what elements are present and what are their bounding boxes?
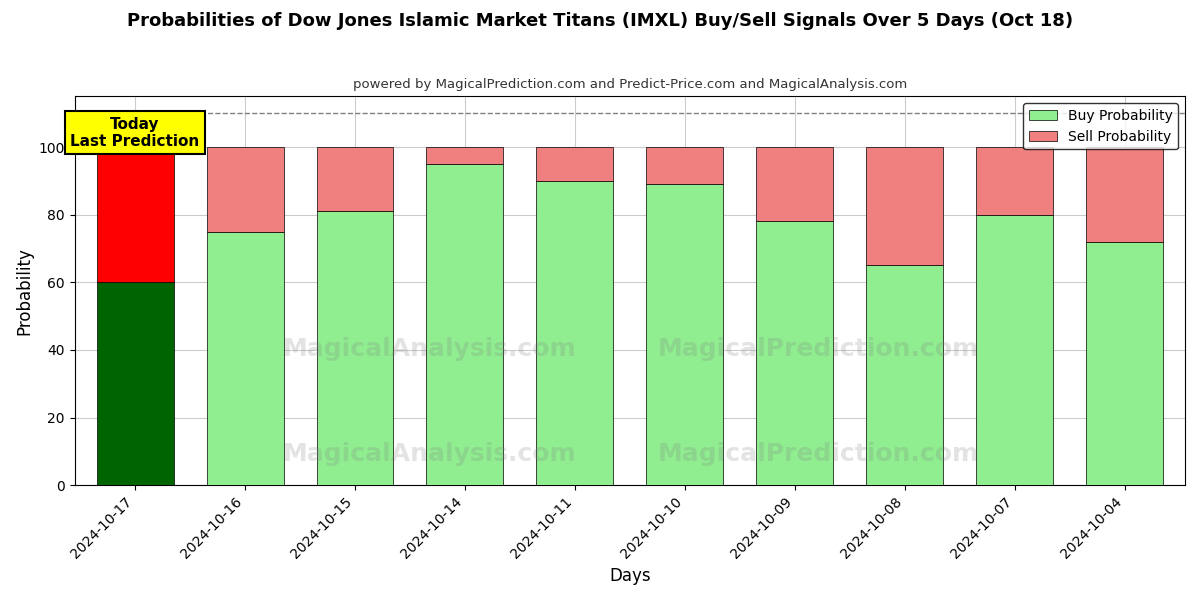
Bar — [866, 265, 943, 485]
Bar — [317, 211, 394, 485]
Bar — [536, 181, 613, 485]
Bar — [426, 147, 504, 164]
Bar — [756, 221, 833, 485]
Text: MagicalPrediction.com: MagicalPrediction.com — [658, 442, 979, 466]
Bar — [866, 147, 943, 265]
Text: Probabilities of Dow Jones Islamic Market Titans (IMXL) Buy/Sell Signals Over 5 : Probabilities of Dow Jones Islamic Marke… — [127, 12, 1073, 30]
Bar — [536, 147, 613, 181]
X-axis label: Days: Days — [610, 567, 650, 585]
Bar — [97, 147, 174, 282]
Bar — [976, 215, 1054, 485]
Bar — [1086, 147, 1163, 242]
Text: MagicalPrediction.com: MagicalPrediction.com — [658, 337, 979, 361]
Bar — [976, 147, 1054, 215]
Bar — [97, 282, 174, 485]
Bar — [1086, 242, 1163, 485]
Bar — [206, 147, 283, 232]
Y-axis label: Probability: Probability — [16, 247, 34, 335]
Bar — [317, 147, 394, 211]
Bar — [426, 164, 504, 485]
Bar — [206, 232, 283, 485]
Text: MagicalAnalysis.com: MagicalAnalysis.com — [283, 337, 577, 361]
Title: powered by MagicalPrediction.com and Predict-Price.com and MagicalAnalysis.com: powered by MagicalPrediction.com and Pre… — [353, 78, 907, 91]
Bar — [647, 147, 724, 184]
Text: MagicalAnalysis.com: MagicalAnalysis.com — [283, 442, 577, 466]
Bar — [756, 147, 833, 221]
Text: Today
Last Prediction: Today Last Prediction — [71, 116, 199, 149]
Legend: Buy Probability, Sell Probability: Buy Probability, Sell Probability — [1024, 103, 1178, 149]
Bar — [647, 184, 724, 485]
